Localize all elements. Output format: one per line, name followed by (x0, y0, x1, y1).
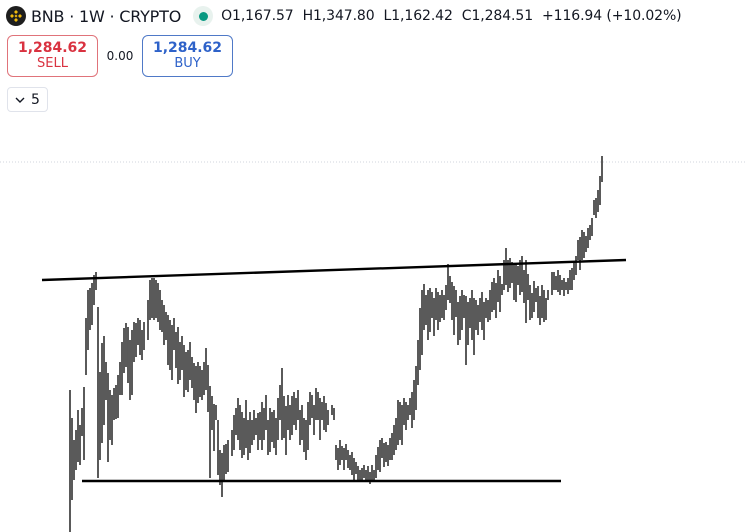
price-bars (69, 156, 603, 532)
indicators-count: 5 (31, 91, 40, 108)
ohlc-low: L1,162.42 (383, 8, 453, 24)
symbol-title[interactable]: BNB · 1W · CRYPTO (31, 6, 182, 26)
ohlc-open: O1,167.57 (221, 8, 294, 24)
ohlc-values: O1,167.57 H1,347.80 L1,162.42 C1,284.51 … (221, 8, 682, 24)
sell-label: SELL (37, 56, 68, 71)
chevron-down-icon (15, 97, 25, 103)
sell-button[interactable]: 1,284.62 SELL (7, 35, 98, 77)
sell-price: 1,284.62 (17, 40, 88, 56)
ohlc-high: H1,347.80 (302, 8, 375, 24)
market-open-dot-icon (198, 11, 208, 21)
indicators-toggle-button[interactable]: 5 (7, 87, 48, 112)
buy-price: 1,284.62 (152, 40, 223, 56)
trade-buttons: 1,284.62 SELL 0.00 1,284.62 BUY (7, 35, 233, 77)
ohlc-close: C1,284.51 (461, 8, 534, 24)
buy-label: BUY (174, 56, 201, 71)
buy-button[interactable]: 1,284.62 BUY (142, 35, 233, 77)
trendlines[interactable] (41, 258, 627, 483)
resistance-trendline[interactable] (41, 258, 627, 282)
chart-legend-header: BNB · 1W · CRYPTO O1,167.57 H1,347.80 L1… (6, 4, 682, 28)
spread-value: 0.00 (106, 49, 134, 63)
ohlc-change: +116.94 (+10.02%) (542, 8, 682, 24)
bnb-coin-icon (6, 6, 26, 26)
market-status-indicator[interactable] (193, 6, 214, 26)
